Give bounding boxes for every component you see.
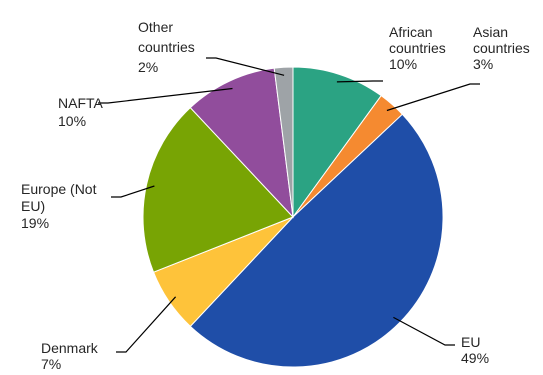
slice-percent-label: 10% [389,56,417,72]
slice-label-african-countries: African countries 10% [389,24,446,72]
leader-lines [98,57,480,353]
slice-category-label: Denmark [41,340,99,356]
pie-slice-europe-not-eu [142,106,294,273]
slice-category-label: African [389,24,433,40]
leader-line-asian-countries [386,83,480,112]
slice-label-eu: EU 49% [461,334,489,366]
slice-category-label: countries [389,40,446,56]
pie-slice-eu [189,113,444,368]
leader-line-eu [393,316,455,346]
slice-category-label: countries [473,40,530,56]
pie-slice-african-countries [292,66,382,219]
slice-category-label: Other [138,19,173,35]
slice-label-other-countries: Other countries 2% [138,19,195,75]
slice-category-label: Asian [473,24,508,40]
leader-line-other-countries [206,57,285,76]
slice-label-nafta: NAFTA 10% [58,95,104,129]
slice-label-denmark: Denmark 7% [41,340,99,372]
slice-category-label: EU [461,334,480,350]
slice-percent-label: 2% [138,59,158,75]
slice-percent-label: 49% [461,350,489,366]
leader-line-nafta [98,87,233,104]
slice-category-label: countries [138,39,195,55]
slice-labels: African countries 10%Asian countries 3%EU 49%… [21,19,530,372]
pie-slice-nafta [189,67,294,219]
leader-line-african-countries [336,80,383,83]
pie-slices [142,66,444,368]
slice-percent-label: 7% [41,356,61,372]
slice-percent-label: 10% [58,113,86,129]
slice-category-label: Europe (Not [21,181,97,197]
slice-percent-label: 19% [21,215,49,231]
slice-label-europe-not-eu: Europe (Not EU) 19% [21,181,97,231]
slice-label-asian-countries: Asian countries 3% [473,24,530,72]
leader-line-denmark [116,296,177,353]
slice-percent-label: 3% [473,56,493,72]
slice-category-label: NAFTA [58,95,104,111]
leader-line-europe-not-eu [111,185,155,198]
pie-slice-other-countries [273,66,294,218]
slice-category-label: EU) [21,198,45,214]
